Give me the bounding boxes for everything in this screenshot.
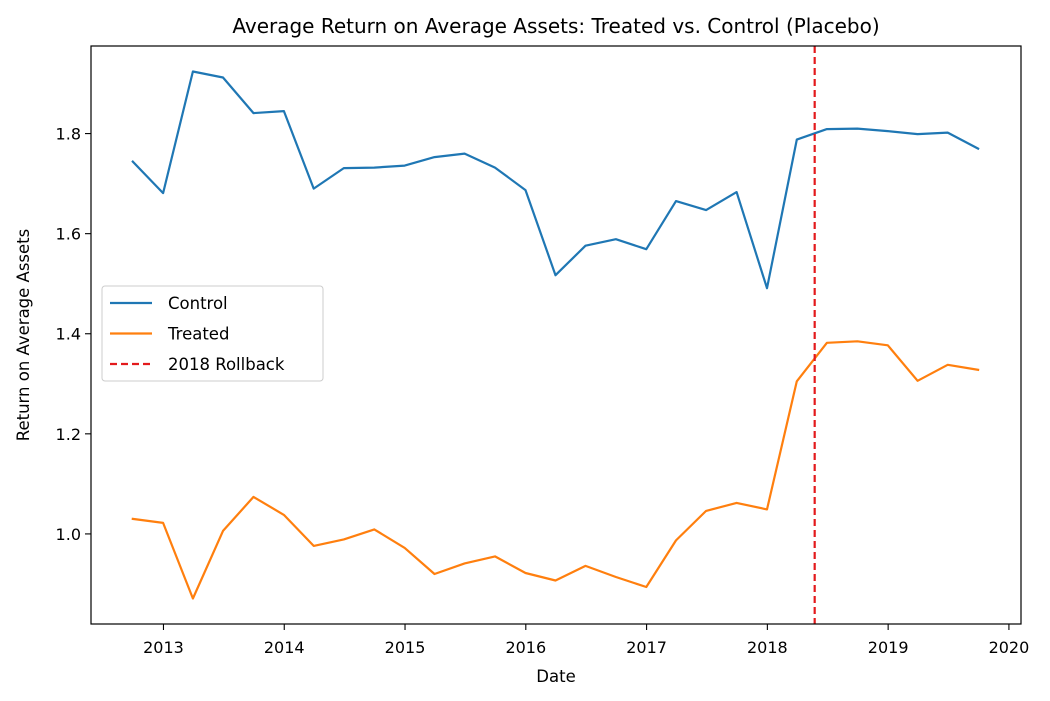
y-axis-ticks: 1.0 1.2 1.4 1.6 1.8 xyxy=(56,125,91,544)
y-tick-label: 1.6 xyxy=(56,225,81,244)
x-tick-label: 2018 xyxy=(747,638,788,657)
legend: Control Treated 2018 Rollback xyxy=(101,285,324,382)
y-tick-label: 1.4 xyxy=(56,325,81,344)
x-tick-label: 2019 xyxy=(868,638,909,657)
legend-label: Control xyxy=(168,294,228,313)
y-tick-label: 1.0 xyxy=(56,525,81,544)
x-tick-label: 2013 xyxy=(143,638,184,657)
series-line-control xyxy=(131,70,980,290)
x-tick-label: 2015 xyxy=(385,638,426,657)
y-tick-label: 1.2 xyxy=(56,425,81,444)
legend-label: Treated xyxy=(167,325,229,344)
x-tick-label: 2020 xyxy=(989,638,1030,657)
x-axis-ticks: 2013 2014 2015 2016 2017 2018 2019 2020 xyxy=(143,624,1029,657)
x-tick-label: 2016 xyxy=(505,638,546,657)
plot-frame xyxy=(90,45,1022,625)
legend-box xyxy=(101,285,324,382)
x-axis-label: Date xyxy=(536,667,575,686)
x-tick-label: 2014 xyxy=(264,638,305,657)
plot-lines xyxy=(131,70,980,600)
chart-title: Average Return on Average Assets: Treate… xyxy=(232,14,879,38)
x-tick-label: 2017 xyxy=(626,638,667,657)
legend-label: 2018 Rollback xyxy=(168,355,285,374)
y-axis-label: Return on Average Assets xyxy=(14,229,33,442)
y-tick-label: 1.8 xyxy=(56,125,81,144)
series-line-treated xyxy=(131,340,980,600)
